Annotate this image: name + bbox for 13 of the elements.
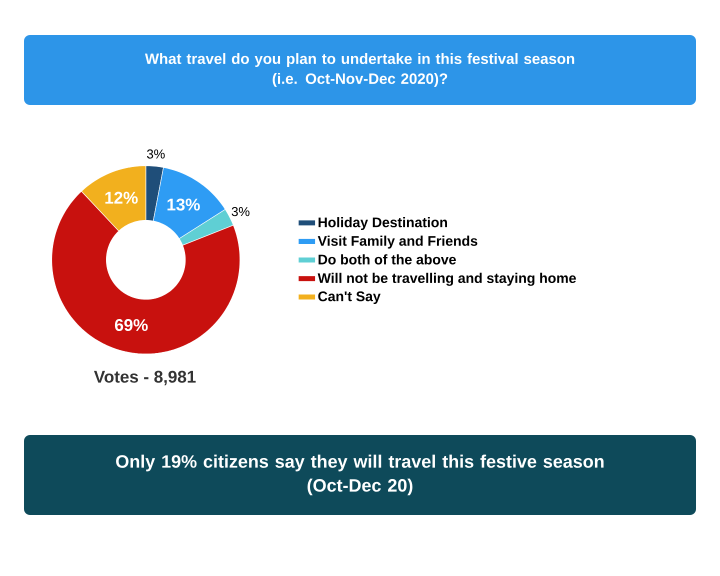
legend-label: Do both of the above xyxy=(318,254,456,264)
legend-label: Holiday Destination xyxy=(318,217,447,230)
data-label: 3% xyxy=(232,206,250,216)
data-label: 13% xyxy=(168,198,200,211)
legend-label: Visit Family and Friends xyxy=(318,236,478,249)
data-label: 3% xyxy=(146,149,165,159)
data-label: 69% xyxy=(114,319,148,332)
chart-title: What travel do you plan to undertake in this festival season (i.e. Oct-Nov-Dec 2020)? xyxy=(144,53,574,87)
legend-label: Will not be travelling and staying home xyxy=(318,272,576,286)
text: Votes - 8,981 xyxy=(94,370,196,386)
data-label: 12% xyxy=(105,192,138,204)
legend-label: Can't Say xyxy=(318,291,381,304)
text: Only 19% citizens say they will travel this festive season (Oct-Dec 20) xyxy=(116,454,604,496)
